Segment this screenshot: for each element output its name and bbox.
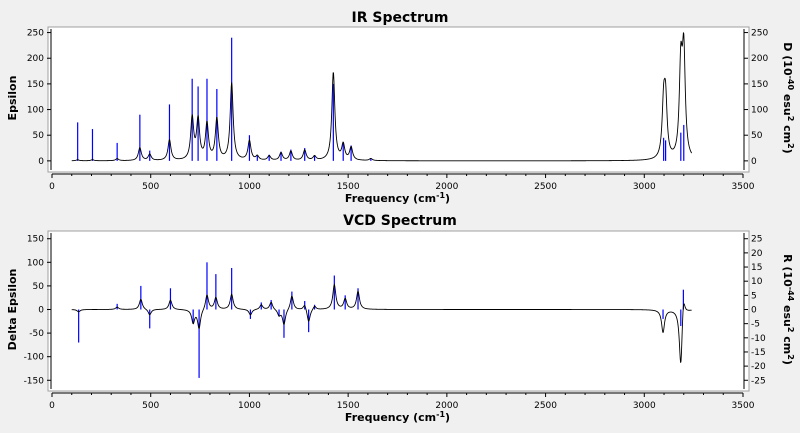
y2-tick-label-5: 0	[751, 306, 757, 316]
label-part: )	[781, 149, 794, 154]
x-tick-label-2: 1000	[238, 182, 261, 192]
y2-tick-label-4: -5	[751, 320, 760, 330]
y-tick-label-4: 200	[27, 54, 44, 64]
y-tick-label-3: 150	[27, 80, 44, 90]
y-tick-label-1: -100	[24, 353, 45, 363]
vcd-spectrum-chart: VCD Spectrum 0 500 1000 1500 2000 2500 3000 350…	[6, 213, 796, 424]
ir-spectrum-chart: IR Spectrum 0 500 1000 1500 2000 2500 3000 3500…	[6, 10, 796, 205]
y2-tick-label-2: 100	[751, 106, 768, 116]
y2-tick-label-4: 200	[751, 54, 768, 64]
y2-tick-label-9: 20	[751, 249, 763, 259]
label-part: D (10	[781, 42, 794, 76]
y2-tick-label-5: 250	[751, 29, 768, 39]
y-tick-label-0: -150	[24, 376, 45, 386]
y2-tick-label-1: -20	[751, 362, 766, 372]
x-tick-label-7: 3500	[732, 182, 755, 192]
label-superscript: -44	[787, 287, 796, 302]
y2-tick-label-7: 10	[751, 277, 763, 287]
label-part: )	[445, 192, 450, 205]
label-part: Frequency (cm	[345, 411, 436, 424]
x-tick-label-6: 3000	[633, 401, 656, 411]
y2-tick-label-8: 15	[751, 263, 762, 273]
x-tick-label-2: 1000	[238, 401, 261, 411]
spectrum-curve	[71, 283, 692, 363]
y-tick-label-2: 100	[27, 106, 44, 116]
y2-tick-label-3: -10	[751, 334, 766, 344]
vcd-chart-title: VCD Spectrum	[343, 213, 457, 229]
label-superscript: 2	[787, 116, 796, 122]
label-part: Frequency (cm	[345, 192, 436, 205]
y-tick-label-4: 50	[33, 282, 45, 292]
x-tick-label-7: 3500	[732, 401, 755, 411]
label-part: cm	[781, 121, 794, 143]
label-part: )	[445, 411, 450, 424]
y2-tick-label-0: -25	[751, 376, 766, 386]
spectrum-curve	[71, 31, 693, 162]
x-tick-label-4: 2000	[435, 401, 458, 411]
x-tick-label-5: 2500	[534, 401, 557, 411]
x-axis-label: Frequency (cm-1)	[345, 410, 450, 425]
x-tick-label-3: 1500	[337, 182, 360, 192]
y-tick-label-6: 150	[27, 235, 44, 245]
plot-area	[47, 230, 750, 392]
y-axis-label: Delta Epsilon	[6, 269, 19, 351]
x-tick-label-5: 2500	[534, 182, 557, 192]
y2-tick-label-10: 25	[751, 235, 762, 245]
x-tick-label-1: 500	[142, 401, 159, 411]
y-tick-label-5: 100	[27, 258, 44, 268]
x-tick-label-4: 2000	[435, 182, 458, 192]
label-superscript: 2	[787, 354, 796, 360]
label-superscript: -1	[436, 191, 445, 200]
label-superscript: -1	[436, 410, 445, 419]
x-tick-label-0: 0	[49, 401, 55, 411]
y-tick-label-2: -50	[29, 329, 44, 339]
y2-tick-label-0: 0	[751, 157, 757, 167]
y-tick-label-0: 0	[38, 157, 44, 167]
label-superscript: -40	[787, 76, 796, 91]
label-superscript: 2	[787, 143, 796, 149]
label-part: cm	[781, 332, 794, 354]
label-superscript: 2	[787, 327, 796, 333]
y-axis-label: Epsilon	[6, 76, 19, 121]
label-part: esu	[781, 90, 794, 116]
x-tick-label-3: 1500	[337, 401, 360, 411]
x-axis-label: Frequency (cm-1)	[345, 191, 450, 206]
y2-axis-label: R (10-44 esu2 cm2)	[781, 254, 796, 365]
y2-tick-label-1: 50	[751, 131, 763, 141]
label-part: esu	[781, 301, 794, 327]
y-tick-label-3: 0	[38, 306, 44, 316]
label-part: R (10	[781, 254, 794, 287]
y-tick-label-1: 50	[33, 131, 45, 141]
ir-chart-title: IR Spectrum	[352, 10, 449, 26]
x-tick-label-0: 0	[49, 182, 55, 192]
x-tick-label-1: 500	[142, 182, 159, 192]
y2-tick-label-3: 150	[751, 80, 768, 90]
y2-tick-label-6: 5	[751, 291, 757, 301]
x-tick-label-6: 3000	[633, 182, 656, 192]
y2-tick-label-2: -15	[751, 348, 766, 358]
y2-axis-label: D (10-40 esu2 cm2)	[781, 42, 796, 153]
plot-area	[47, 26, 750, 173]
y-tick-label-5: 250	[27, 29, 44, 39]
label-part: )	[781, 360, 794, 365]
